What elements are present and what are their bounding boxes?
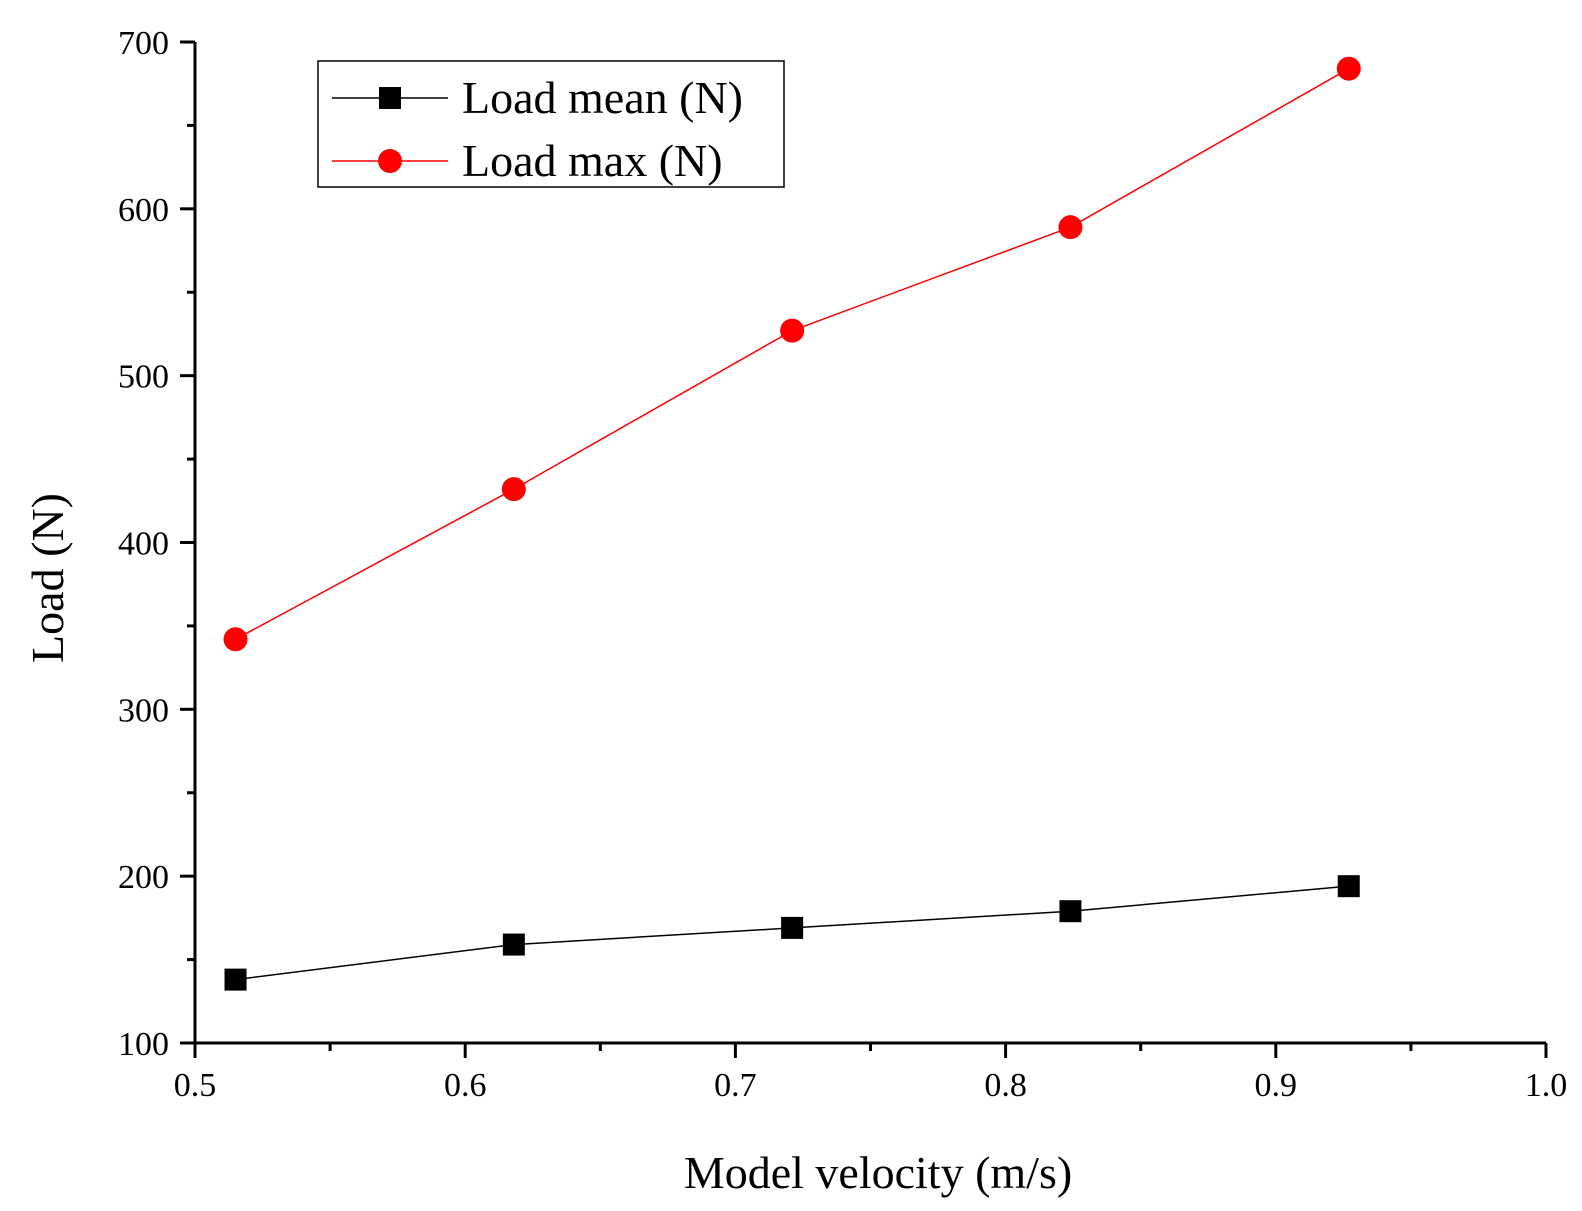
x-tick-label: 0.7 (714, 1067, 757, 1104)
x-axis-title: Model velocity (m/s) (684, 1147, 1072, 1198)
y-axis-title: Load (N) (22, 493, 73, 663)
legend-label: Load mean (N) (462, 72, 743, 123)
data-point-circle (1058, 215, 1083, 240)
data-point-square (1059, 900, 1082, 923)
y-tick-label: 300 (118, 692, 169, 729)
data-point-circle (1336, 56, 1361, 81)
axes: 0.5 0.6 0.7 0.8 0.9 1.0 100 200 300 400 500 600 700 (118, 25, 1567, 1104)
legend-square-marker (379, 87, 401, 109)
data-point-circle (780, 318, 805, 343)
series-layer (223, 56, 1361, 991)
x-tick-label: 0.9 (1255, 1067, 1298, 1104)
y-tick-label: 400 (118, 526, 169, 563)
y-tick-label: 100 (118, 1026, 169, 1063)
data-point-square (502, 933, 525, 956)
series-2 (223, 56, 1361, 652)
data-point-square (224, 968, 247, 991)
x-tick-label: 0.6 (444, 1067, 487, 1104)
data-point-circle (223, 627, 248, 652)
y-tick-label: 500 (118, 359, 169, 396)
y-tick-label: 700 (118, 25, 169, 62)
x-tick-label: 1.0 (1525, 1067, 1568, 1104)
series-1 (224, 875, 1360, 991)
legend-circle-marker (378, 149, 402, 173)
x-tick-label: 0.8 (984, 1067, 1027, 1104)
y-tick-label: 600 (118, 192, 169, 229)
legend-label: Load max (N) (462, 135, 723, 186)
data-point-circle (501, 477, 526, 502)
y-tick-label: 200 (118, 859, 169, 896)
x-tick-label: 0.5 (174, 1067, 217, 1104)
data-point-square (1337, 875, 1360, 898)
legend: Load mean (N) Load max (N) (317, 60, 785, 188)
data-point-square (781, 916, 804, 939)
